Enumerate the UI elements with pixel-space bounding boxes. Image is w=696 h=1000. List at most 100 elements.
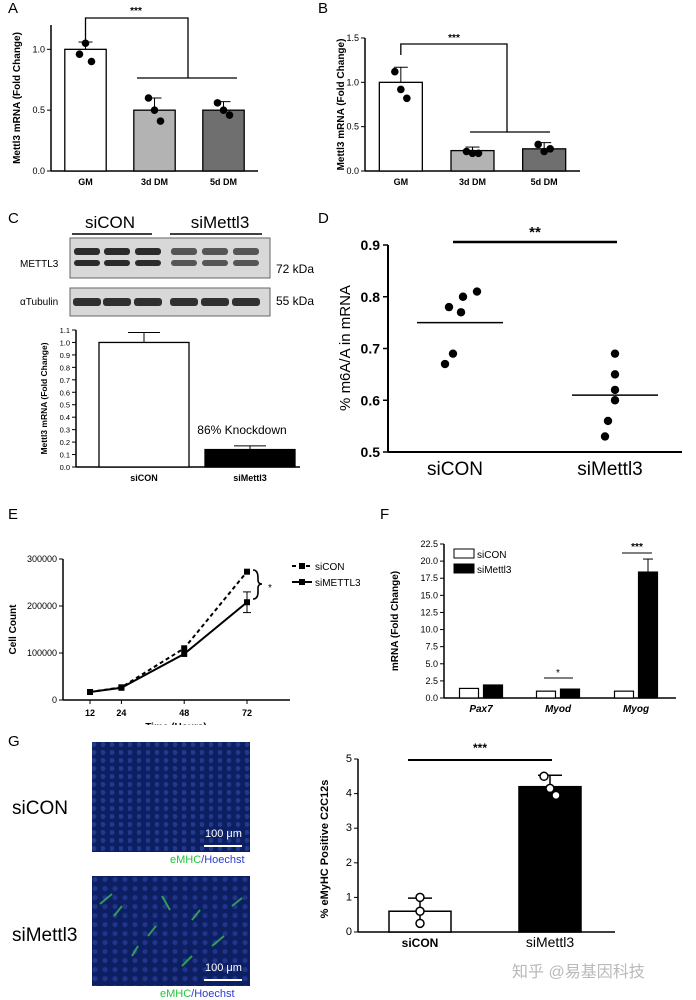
y-tick-label: 0.9 bbox=[361, 237, 381, 253]
blot-band bbox=[233, 248, 259, 255]
data-point bbox=[181, 645, 188, 652]
data-point bbox=[472, 287, 482, 296]
bar bbox=[98, 341, 190, 468]
y-tick-label: 5 bbox=[346, 753, 352, 765]
chart-e: 0 100000 200000 300000 Cell Count 12 24 48 72 Tim… bbox=[8, 554, 361, 725]
scale-bar-label: 100 μm bbox=[205, 962, 242, 974]
data-point bbox=[462, 147, 471, 156]
data-point bbox=[458, 292, 468, 301]
emhc-fibers bbox=[99, 893, 243, 967]
y-tick-label: 0 bbox=[52, 695, 57, 705]
x-tick-label: 5d DM bbox=[210, 177, 237, 187]
legend-marker bbox=[299, 579, 305, 585]
y-tick-label: 0.9 bbox=[60, 351, 70, 360]
bar bbox=[482, 684, 504, 699]
y-tick-label: 0.5 bbox=[32, 105, 45, 115]
bar bbox=[133, 109, 176, 172]
y-tick-label: 0.0 bbox=[425, 693, 438, 703]
panel-letter-d: D bbox=[318, 210, 329, 227]
blot-band bbox=[73, 298, 101, 306]
bar bbox=[64, 48, 107, 172]
data-point bbox=[144, 94, 153, 102]
y-tick-label: 1.0 bbox=[346, 77, 359, 87]
microscopy-image-simettl3: 100 μm bbox=[92, 876, 250, 986]
blot-band bbox=[171, 260, 197, 266]
y-tick-label: 0.6 bbox=[361, 392, 381, 408]
data-point bbox=[603, 416, 613, 426]
y-axis-label: Mettl3 mRNA (Fold Change) bbox=[39, 342, 49, 454]
data-point bbox=[156, 117, 165, 125]
blot-band bbox=[104, 260, 130, 266]
data-point bbox=[448, 349, 458, 358]
bar bbox=[613, 690, 635, 699]
blot-band bbox=[74, 248, 100, 255]
bar bbox=[458, 687, 480, 699]
legend-swatch bbox=[453, 548, 475, 559]
data-point bbox=[403, 94, 411, 103]
x-tick-label: 3d DM bbox=[459, 177, 486, 187]
y-tick-label: 5.0 bbox=[425, 659, 438, 669]
y-tick-label: 20.0 bbox=[420, 556, 438, 566]
significance-label: *** bbox=[448, 33, 460, 44]
blot-band bbox=[135, 248, 161, 255]
bar bbox=[518, 785, 582, 933]
x-tick-label: siMettl3 bbox=[577, 459, 642, 480]
y-tick-label: 0.0 bbox=[346, 166, 359, 176]
bar bbox=[204, 448, 296, 468]
data-point bbox=[213, 99, 222, 107]
data-point bbox=[610, 349, 620, 358]
data-point bbox=[456, 308, 466, 317]
x-tick-label: 72 bbox=[242, 708, 252, 718]
blot-band bbox=[134, 298, 162, 306]
x-tick-label: GM bbox=[78, 177, 93, 187]
legend-marker bbox=[299, 563, 305, 569]
y-tick-label: 0.4 bbox=[60, 413, 70, 422]
significance-bracket bbox=[400, 43, 550, 133]
series-line bbox=[89, 601, 248, 694]
blot-band bbox=[232, 298, 260, 306]
blot-band bbox=[104, 248, 130, 255]
significance-label: * bbox=[268, 583, 272, 594]
legend-label: siMETTL3 bbox=[315, 578, 361, 589]
micro-caption-bottom: eMHC/Hoechst bbox=[160, 988, 235, 1000]
legend-label: siCON bbox=[477, 550, 506, 561]
y-tick-label: 1.1 bbox=[60, 326, 70, 335]
data-point bbox=[551, 790, 561, 801]
panel-letter-f: F bbox=[380, 506, 390, 523]
blot-row-label: αTubulin bbox=[20, 297, 58, 308]
y-tick-label: 1.5 bbox=[346, 33, 359, 43]
scale-bar bbox=[204, 979, 242, 981]
data-point bbox=[540, 147, 548, 156]
data-point bbox=[397, 85, 405, 94]
blot-mettl3 bbox=[69, 237, 271, 279]
x-tick-label: siCON bbox=[402, 936, 439, 950]
blot-band bbox=[202, 260, 228, 266]
data-point bbox=[391, 67, 399, 76]
data-point bbox=[545, 783, 555, 794]
x-tick-label: 24 bbox=[116, 708, 126, 718]
y-tick-label: 0.5 bbox=[60, 401, 70, 410]
y-tick-label: 0.1 bbox=[60, 451, 70, 460]
bar bbox=[637, 571, 659, 699]
blot-band bbox=[171, 248, 197, 255]
micro-label-simettl3: siMettl3 bbox=[12, 925, 78, 946]
legend-label: siCON bbox=[315, 562, 344, 573]
y-tick-label: 1.0 bbox=[32, 44, 45, 54]
y-tick-label: 300000 bbox=[27, 554, 57, 564]
x-tick-label: siMettl3 bbox=[526, 934, 574, 950]
data-point bbox=[415, 918, 425, 929]
significance-bracket bbox=[84, 17, 237, 79]
panel-letter-a: A bbox=[8, 0, 19, 17]
y-tick-label: 0.5 bbox=[361, 444, 381, 460]
panel-letter-g: G bbox=[8, 733, 20, 750]
panel-letter-b: B bbox=[318, 0, 329, 17]
microscopy-image-sicon: 100 μm bbox=[92, 742, 250, 852]
bar bbox=[202, 109, 245, 172]
y-tick-label: 1.0 bbox=[60, 338, 70, 347]
chart-d: 0.5 0.6 0.7 0.8 0.9 % m6A/A in mRNA siCON siMet… bbox=[337, 224, 682, 480]
data-point bbox=[87, 689, 93, 696]
watermark: 知乎 @易基因科技 bbox=[512, 964, 645, 981]
y-tick-label: 0.6 bbox=[60, 388, 70, 397]
y-tick-label: 0.5 bbox=[346, 122, 359, 132]
